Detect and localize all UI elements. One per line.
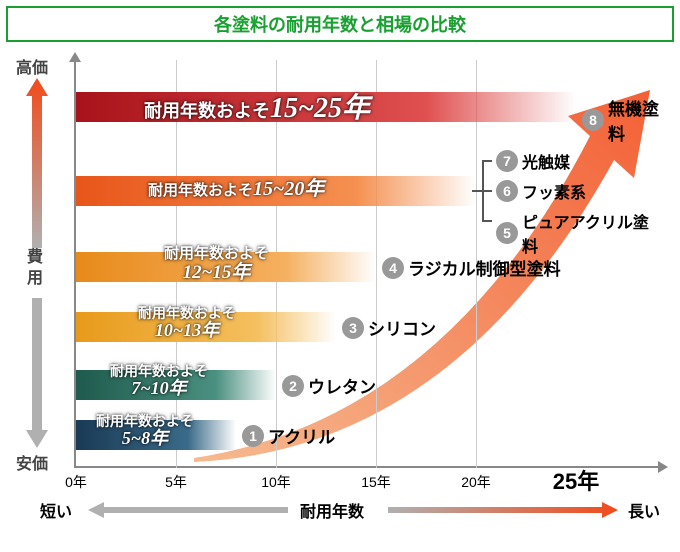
x-tick-label: 5年 <box>165 472 187 492</box>
paint-name-label: 6フッ素系 <box>496 179 586 203</box>
y-label-bottom: 安価 <box>16 450 48 474</box>
x-tick-label: 0年 <box>65 472 87 492</box>
paint-name: 光触媒 <box>522 149 570 173</box>
x-tick-label: 20年 <box>461 472 491 492</box>
chart-frame: 各塗料の耐用年数と相場の比較 高価 費 用 安価 <box>0 0 680 552</box>
rank-badge: 1 <box>242 425 264 447</box>
paint-name: フッ素系 <box>522 179 586 203</box>
bar-duration-label: 耐用年数およそ5~8年 <box>96 414 194 449</box>
rank-badge: 2 <box>282 375 304 397</box>
rank-badge: 3 <box>342 317 364 339</box>
group-bracket <box>482 160 492 162</box>
paint-name-label: 7光触媒 <box>496 149 570 173</box>
x-arrow-right-icon <box>388 502 618 518</box>
paint-name: ラジカル制御型塗料 <box>408 255 561 280</box>
bar-duration-label: 耐用年数およそ15~25年 <box>144 94 370 125</box>
paint-name: シリコン <box>368 315 436 340</box>
rank-badge: 7 <box>496 150 518 172</box>
paint-name-label: 1アクリル <box>242 423 335 448</box>
rank-badge: 5 <box>496 222 518 244</box>
paint-name: ウレタン <box>308 373 376 398</box>
y-label-top: 高価 <box>16 54 48 78</box>
paint-name-label: 5ピュアアクリル塗料 <box>496 209 664 257</box>
rank-badge: 8 <box>582 109 604 131</box>
x-label-right: 長い <box>628 498 660 522</box>
x-arrow-left-icon <box>88 502 288 518</box>
group-bracket <box>472 190 482 192</box>
y-arrow-up-icon <box>26 78 48 248</box>
group-bracket <box>482 220 492 222</box>
x-tick-label: 10年 <box>261 472 291 492</box>
chart-area: 高価 費 用 安価 耐用年数およそ5~8年1アクリル耐用年数およそ7 <box>0 48 680 552</box>
paint-name: ピュアアクリル塗料 <box>522 209 664 257</box>
paint-name-label: 3シリコン <box>342 315 436 340</box>
rank-badge: 4 <box>382 257 404 279</box>
paint-name-label: 2ウレタン <box>282 373 376 398</box>
chart-title: 各塗料の耐用年数と相場の比較 <box>6 6 674 42</box>
bar-duration-label: 耐用年数およそ15~20年 <box>148 178 324 200</box>
x-tick-label: 25年 <box>553 464 599 496</box>
paint-name-label: 4ラジカル制御型塗料 <box>382 255 561 280</box>
x-label-left: 短い <box>40 498 72 522</box>
y-arrow-down-icon <box>26 298 48 448</box>
paint-name-label: 8無機塗料 <box>582 95 664 145</box>
bar-duration-label: 耐用年数およそ7~10年 <box>110 364 208 399</box>
paint-name: アクリル <box>268 423 335 448</box>
bar-duration-label: 耐用年数およそ12~15年 <box>164 246 269 283</box>
group-bracket <box>482 190 492 192</box>
x-tick-label: 15年 <box>361 472 391 492</box>
paint-name: 無機塗料 <box>608 95 664 145</box>
rank-badge: 6 <box>496 180 518 202</box>
plot-area: 耐用年数およそ5~8年 1アクリル 耐用年数およそ7~10年 2ウレタン 耐用年数およそ… <box>74 60 664 468</box>
bar-duration-label: 耐用年数およそ10~13年 <box>138 306 236 341</box>
y-label-mid: 費 用 <box>24 248 46 290</box>
x-label-mid: 耐用年数 <box>300 498 364 522</box>
